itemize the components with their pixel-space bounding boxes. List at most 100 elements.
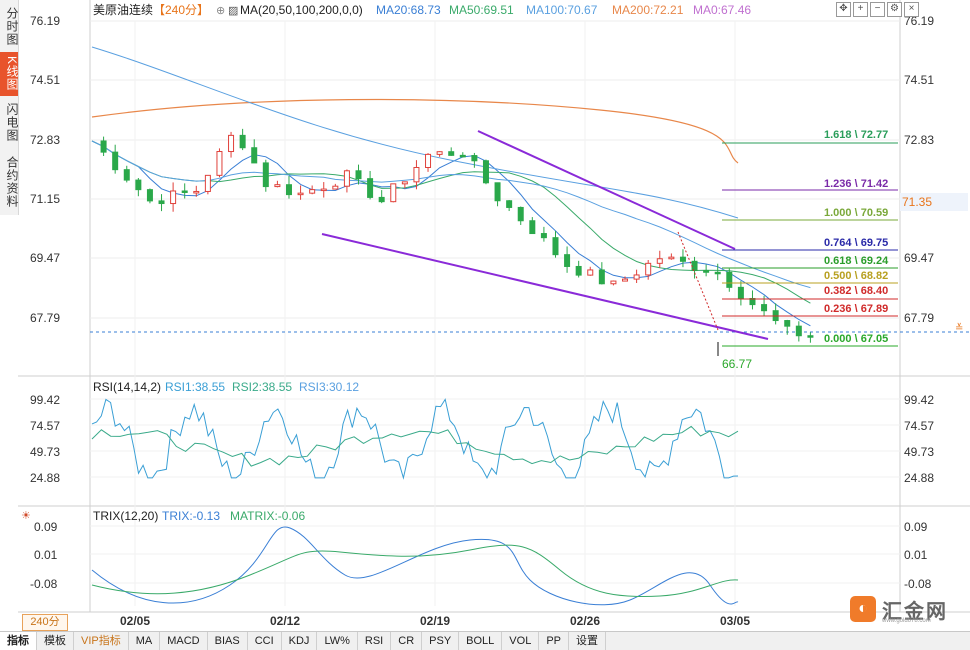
toolbar-settings[interactable]: 设置 <box>569 632 606 650</box>
candle-body <box>517 206 524 222</box>
price-tick: 72.83 <box>30 133 60 147</box>
toolbar-template[interactable]: 模板 <box>37 632 74 650</box>
fib-label: 1.618 \ 72.77 <box>824 129 888 141</box>
candle-body <box>123 169 130 181</box>
site-logo: ◐ 汇金网 www.gold678.com <box>850 592 965 626</box>
ma-title: MA(20,50,100,200,0,0) <box>240 3 363 17</box>
candle-body <box>239 134 246 149</box>
toolbar-vip[interactable]: VIP指标 <box>74 632 129 650</box>
low-price-label: 66.77 <box>722 357 752 371</box>
rsi-title: RSI(14,14,2) <box>93 380 161 394</box>
rsi3-value: RSI3:30.12 <box>299 380 359 394</box>
trix-tick: 0.09 <box>34 520 58 534</box>
instrument-name: 美原油连续 <box>93 2 153 17</box>
rsi2-line <box>91 425 739 467</box>
channel-support-line <box>321 233 769 340</box>
zoom-out-icon[interactable]: − <box>870 2 885 17</box>
fib-label: 0.236 \ 67.89 <box>824 303 888 315</box>
candle-body <box>297 192 304 196</box>
toolbar-indicators[interactable]: 指标 <box>0 632 37 650</box>
logo-icon: ◐ <box>850 596 876 622</box>
period-button[interactable]: 240分 <box>22 614 68 631</box>
candle-body <box>146 189 153 202</box>
toolbar-macd[interactable]: MACD <box>160 632 208 650</box>
toolbar-vol[interactable]: VOL <box>502 632 540 650</box>
candle-body <box>100 140 107 153</box>
toolbar-cci[interactable]: CCI <box>248 632 282 650</box>
candle-body <box>482 160 489 184</box>
date-label: 02/12 <box>270 614 300 628</box>
close-icon[interactable]: × <box>904 2 919 17</box>
rsi-tick: 49.73 <box>30 445 60 459</box>
settings-icon[interactable]: ⚙ <box>887 2 902 17</box>
toolbar-boll[interactable]: BOLL <box>459 632 503 650</box>
candle-body <box>413 166 420 183</box>
trix-settings-icon[interactable]: ☀ <box>21 510 31 522</box>
candle-body <box>784 320 791 327</box>
candle-body <box>332 185 339 190</box>
candle-body <box>564 254 571 267</box>
fib-label: 0.618 \ 69.24 <box>824 255 889 267</box>
toolbar-ma[interactable]: MA <box>129 632 161 650</box>
rsi-tick-right: 24.88 <box>904 471 934 485</box>
ma-box-icon[interactable]: ▨ <box>228 5 238 17</box>
toolbar-pp[interactable]: PP <box>539 632 569 650</box>
price-tick-right: 76.19 <box>904 14 934 28</box>
toolbar-bias[interactable]: BIAS <box>208 632 248 650</box>
candle-body <box>448 151 455 156</box>
price-tick-right: 67.79 <box>904 311 934 325</box>
date-label: 02/19 <box>420 614 450 628</box>
toolbar-kdj[interactable]: KDJ <box>282 632 318 650</box>
trix-tick-right: 0.01 <box>904 548 928 562</box>
logo-url: www.gold678.com <box>882 618 931 624</box>
fib-anchor-line <box>677 231 719 331</box>
rsi-tick: 24.88 <box>30 471 60 485</box>
move-icon[interactable]: ✥ <box>836 2 851 17</box>
candle-body <box>112 151 119 171</box>
price-tick: 76.19 <box>30 14 60 28</box>
toolbar-lw[interactable]: LW% <box>317 632 358 650</box>
ma100-value: MA100:70.67 <box>526 3 598 17</box>
candle-body <box>401 181 408 185</box>
matrix-value: MATRIX:-0.06 <box>230 509 305 523</box>
tab-time-chart[interactable]: 分时图 <box>5 6 19 46</box>
toolbar-rsi[interactable]: RSI <box>358 632 392 650</box>
trix-value: TRIX:-0.13 <box>162 509 220 523</box>
tab-contract-info[interactable]: 合约资料 <box>5 156 19 208</box>
toolbar-psy[interactable]: PSY <box>422 632 460 650</box>
trix-tick: -0.08 <box>30 577 58 591</box>
matrix-line <box>91 544 739 597</box>
date-label: 02/05 <box>120 614 150 628</box>
fib-label: 0.382 \ 68.40 <box>824 285 888 297</box>
candle-body <box>668 256 675 260</box>
toolbar-cr[interactable]: CR <box>391 632 423 650</box>
candlesticks <box>100 128 814 343</box>
settings-gear-icon[interactable]: ⊕ <box>216 5 225 17</box>
fib-label: 0.500 \ 68.82 <box>824 270 888 282</box>
tab-kline-chart[interactable]: K线图 <box>0 52 19 96</box>
current-price: 71.35 <box>902 195 932 209</box>
price-tick: 71.15 <box>30 192 60 206</box>
candle-body <box>471 155 478 162</box>
tab-flash-chart[interactable]: 闪电图 <box>5 102 19 142</box>
current-price-box <box>900 193 968 211</box>
candle-body <box>285 184 292 196</box>
ma50-line <box>91 140 811 304</box>
ma200-line <box>91 98 739 164</box>
rsi1-line <box>91 398 739 480</box>
candle-body <box>575 265 582 276</box>
ma100-line <box>91 140 811 289</box>
candle-body <box>343 170 350 187</box>
channel-resistance-line <box>477 130 736 250</box>
chart-canvas[interactable]: 美原油连续 【240分】 ⊕ ▨ MA(20,50,100,200,0,0) M… <box>0 0 970 631</box>
candle-body <box>228 134 235 153</box>
price-tick: 67.79 <box>30 311 60 325</box>
zoom-in-icon[interactable]: + <box>853 2 868 17</box>
candle-body <box>529 220 536 235</box>
candle-body <box>158 200 165 205</box>
rsi1-value: RSI1:38.55 <box>165 380 225 394</box>
date-label: 02/26 <box>570 614 600 628</box>
candle-body <box>622 278 629 282</box>
candle-body <box>633 274 640 280</box>
candle-body <box>193 190 200 194</box>
